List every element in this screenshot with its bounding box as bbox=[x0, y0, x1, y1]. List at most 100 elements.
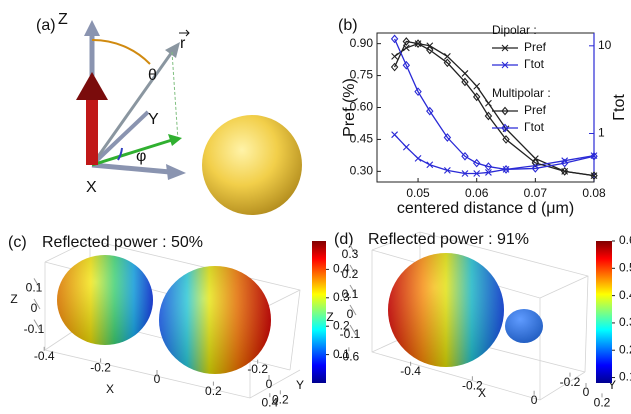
marker bbox=[484, 111, 493, 121]
marker bbox=[414, 87, 422, 97]
panel-label: (b) bbox=[338, 17, 358, 34]
surfaces bbox=[57, 253, 543, 374]
x-tick-label: 0.06 bbox=[465, 186, 489, 200]
marker bbox=[472, 92, 481, 102]
marker bbox=[560, 167, 569, 176]
x-tick-label: 0.07 bbox=[524, 186, 548, 200]
marker bbox=[402, 37, 411, 46]
z-tick bbox=[33, 319, 41, 330]
marker bbox=[485, 169, 492, 176]
y-tick-label: 0.60 bbox=[350, 100, 374, 114]
marker bbox=[501, 106, 509, 116]
z-tick-label: 0.1 bbox=[342, 287, 359, 301]
x-tick-label: 0.08 bbox=[582, 186, 606, 200]
y-tick-label: 0.30 bbox=[350, 164, 374, 178]
colorbar-tick-label: 0.5 bbox=[619, 260, 631, 274]
z-tick-label: 0 bbox=[31, 301, 38, 315]
y-tick-label: 0 bbox=[583, 385, 590, 399]
marker bbox=[461, 70, 469, 77]
z-tick bbox=[349, 264, 357, 276]
angle-label: θ bbox=[148, 67, 157, 84]
marker bbox=[461, 77, 469, 87]
panel-title: Reflected power : 50% bbox=[42, 234, 203, 251]
y2-tick-label: 1 bbox=[598, 126, 605, 140]
marker bbox=[426, 106, 434, 116]
marker bbox=[472, 158, 481, 168]
colorbar-tick-label: 0.4 bbox=[333, 262, 350, 276]
legend-label: Γtot bbox=[524, 120, 545, 134]
marker bbox=[391, 131, 398, 139]
x-tick-label: -0.6 bbox=[339, 349, 360, 363]
marker bbox=[531, 164, 540, 173]
arrow-head bbox=[166, 164, 186, 180]
marker bbox=[531, 158, 540, 168]
lobe-shade bbox=[57, 255, 153, 345]
legend-label: Γtot bbox=[524, 57, 545, 71]
panel-label: (a) bbox=[36, 17, 56, 34]
colorbar-tick-label: 0.3 bbox=[619, 315, 631, 329]
marker bbox=[461, 170, 469, 177]
y-tick-label: 0.90 bbox=[350, 36, 374, 50]
y-axis-label: Pref (%) bbox=[341, 78, 358, 137]
y-tick-label: -0.2 bbox=[247, 362, 268, 376]
colorbar-tick-label: 0.6 bbox=[619, 233, 631, 247]
lobe-shade bbox=[505, 309, 543, 343]
dipole-head bbox=[76, 72, 108, 100]
y-tick-label: 0.2 bbox=[272, 393, 289, 407]
z-tick-label: 0.1 bbox=[26, 281, 43, 295]
marker bbox=[390, 34, 399, 44]
legend-label: Pref bbox=[524, 103, 547, 117]
marker bbox=[502, 165, 510, 174]
marker bbox=[443, 166, 451, 174]
legend-group: Dipolar : bbox=[492, 23, 537, 37]
marker bbox=[501, 61, 509, 69]
panel-label: (d) bbox=[334, 231, 354, 248]
angle-label: φ bbox=[136, 148, 146, 165]
z-tick bbox=[349, 244, 357, 256]
marker bbox=[426, 45, 434, 55]
dipole-body bbox=[86, 95, 98, 165]
y-axis-label: Y bbox=[296, 378, 304, 392]
vector-arrow bbox=[179, 29, 190, 37]
x-axis-label: X bbox=[478, 386, 486, 400]
y-axis-label: Y bbox=[608, 378, 616, 392]
colorbar-tick-label: 0.2 bbox=[333, 318, 350, 332]
x-axis-label: X bbox=[106, 382, 114, 396]
x-tick-label: 0.05 bbox=[406, 186, 430, 200]
marker bbox=[473, 82, 481, 90]
colorbar-tick-label: 0.2 bbox=[619, 342, 631, 356]
marker bbox=[390, 62, 399, 72]
y-tick-label: -0.2 bbox=[560, 375, 581, 389]
marker bbox=[414, 155, 422, 162]
y-tick-label: 0 bbox=[266, 377, 273, 391]
y2-tick-label: 10 bbox=[598, 38, 612, 52]
z-tick-label: 0 bbox=[347, 307, 354, 321]
x-axis-arrow bbox=[91, 162, 171, 175]
plot-frame bbox=[376, 32, 595, 183]
axis-label: Y bbox=[148, 111, 159, 128]
z-tick bbox=[349, 284, 357, 296]
colorbar-tick-label: 0.1 bbox=[619, 370, 631, 384]
x-tick-label: 0 bbox=[154, 372, 161, 386]
z-axis-label: Z bbox=[326, 310, 333, 324]
marker bbox=[590, 171, 598, 180]
z-tick-label: -0.1 bbox=[340, 327, 361, 341]
x-tick-label: 0.2 bbox=[205, 384, 222, 398]
x-tick-label: -0.2 bbox=[462, 378, 483, 392]
lobe-shade bbox=[388, 253, 504, 367]
y-tick-label: 0.45 bbox=[350, 132, 374, 146]
x-tick-label: -0.4 bbox=[400, 364, 421, 378]
z-tick-label: 0.3 bbox=[342, 247, 359, 261]
r-vector bbox=[90, 51, 174, 166]
x-tick-label: 0 bbox=[531, 393, 538, 407]
marker bbox=[461, 151, 469, 161]
arrow-head bbox=[165, 42, 180, 58]
projection bbox=[171, 51, 179, 141]
arrow-head bbox=[84, 20, 100, 36]
marker bbox=[501, 123, 509, 133]
marker bbox=[426, 161, 434, 169]
arrow-head bbox=[168, 134, 182, 146]
marker bbox=[501, 44, 509, 52]
theta-arc bbox=[91, 38, 151, 65]
phi-arc bbox=[117, 147, 123, 161]
